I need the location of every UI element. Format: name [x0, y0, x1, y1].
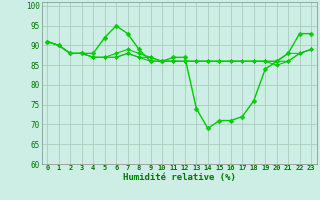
X-axis label: Humidité relative (%): Humidité relative (%) [123, 173, 236, 182]
